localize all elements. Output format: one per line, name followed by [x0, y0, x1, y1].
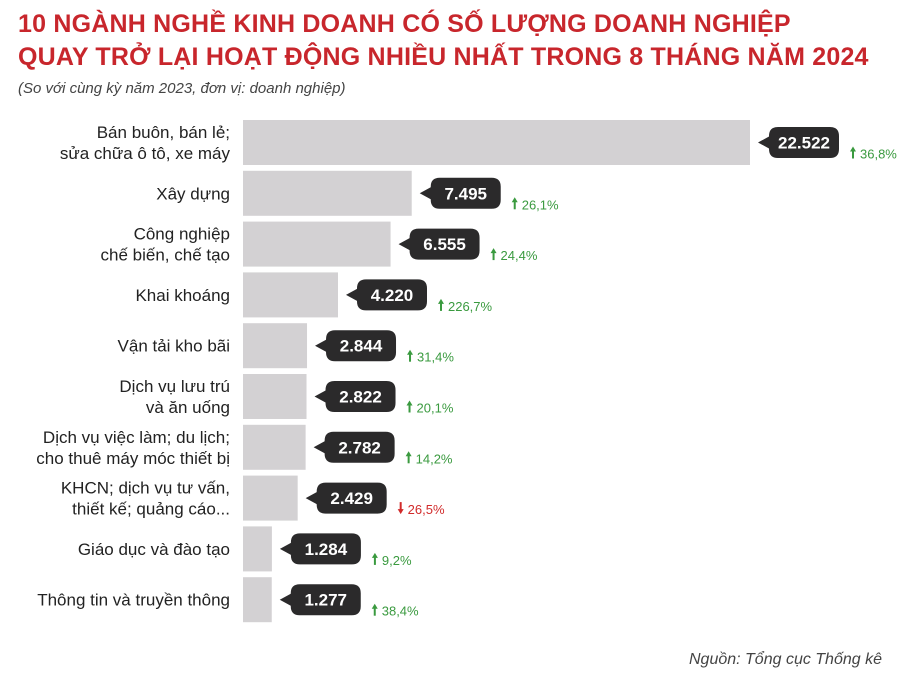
bar [243, 374, 307, 419]
category-label: Công nghiệp [134, 225, 230, 244]
value-label: 22.522 [778, 134, 830, 153]
value-label: 2.429 [330, 489, 373, 508]
arrow-up-icon-stem [439, 302, 442, 311]
value-label: 7.495 [444, 184, 487, 203]
bar [243, 323, 308, 369]
category-label: thiết kế; quảng cáo... [72, 500, 230, 519]
arrow-up-icon-stem [852, 150, 854, 159]
category-label: Giáo dục và đào tạo [78, 540, 230, 559]
arrow-up-icon [511, 197, 518, 203]
title-line-2: QUAY TRỞ LẠI HOẠT ĐỘNG NHIỀU NHẤT TRONG … [18, 43, 869, 71]
value-bubble [279, 584, 361, 616]
arrow-up-icon-stem [408, 404, 411, 413]
chart-title: 10 NGÀNH NGHỀ KINH DOANH CÓ SỐ LƯỢNG DOA… [18, 8, 888, 74]
change-label: 36,8% [860, 147, 897, 162]
arrow-up-icon-stem [407, 455, 410, 464]
category-label: Xây dựng [156, 184, 230, 203]
value-bubble [314, 381, 396, 412]
value-label: 6.555 [423, 235, 466, 254]
category-label: Dịch vụ việc làm; du lịch; [43, 428, 230, 447]
value-label: 4.220 [371, 286, 414, 305]
value-bubble [398, 228, 480, 260]
bar [243, 170, 412, 216]
value-bubble [419, 177, 501, 209]
category-label: Dịch vụ lưu trú [119, 377, 230, 396]
bar [243, 526, 272, 572]
arrow-up-icon-stem [409, 353, 412, 362]
category-label: KHCN; dịch vụ tư vấn, [61, 479, 230, 498]
value-label: 2.822 [339, 388, 382, 407]
arrow-up-icon [850, 146, 856, 152]
category-label: sửa chữa ô tô, xe máy [60, 144, 231, 163]
change-label: 24,4% [501, 248, 538, 263]
change-label: 14,2% [416, 451, 453, 466]
arrow-up-icon-stem [492, 252, 495, 261]
arrow-down-icon [397, 509, 404, 515]
category-label: Thông tin và truyền thông [37, 591, 230, 610]
category-label: cho thuê máy móc thiết bị [36, 449, 230, 468]
value-bubble [279, 533, 361, 565]
arrow-up-icon [405, 451, 412, 457]
value-bubble [315, 330, 397, 362]
arrow-up-icon [490, 248, 497, 254]
arrow-up-icon-stem [373, 556, 376, 565]
change-label: 9,2% [382, 553, 412, 568]
change-label: 26,5% [408, 502, 445, 517]
value-label: 1.284 [305, 540, 348, 559]
change-label: 226,7% [448, 299, 493, 314]
category-label: chế biến, chế tạo [101, 246, 230, 265]
value-label: 1.277 [304, 591, 347, 610]
bar [243, 272, 338, 318]
bar [243, 475, 298, 521]
arrow-down-icon-stem [399, 502, 402, 511]
chart-subtitle: (So với cùng kỳ năm 2023, đơn vị: doanh … [18, 80, 346, 97]
change-label: 38,4% [382, 604, 419, 619]
bar [243, 577, 272, 623]
category-label: Bán buôn, bán lẻ; [97, 123, 230, 142]
change-label: 31,4% [417, 350, 454, 365]
category-label: Khai khoáng [135, 286, 230, 305]
bar [243, 221, 391, 267]
arrow-up-icon-stem [373, 607, 376, 616]
change-label: 26,1% [522, 197, 559, 212]
value-bubble [305, 482, 387, 514]
arrow-up-icon-stem [513, 201, 516, 210]
arrow-up-icon [406, 400, 413, 406]
arrow-up-icon [437, 298, 444, 304]
arrow-up-icon [407, 349, 414, 355]
value-bubble [313, 431, 395, 463]
value-label: 2.782 [338, 438, 381, 457]
category-label: Vận tải kho bãi [118, 337, 230, 356]
arrow-up-icon [371, 552, 378, 558]
value-bubble [345, 279, 427, 311]
value-bubble [758, 127, 839, 158]
bar [243, 120, 750, 165]
arrow-up-icon [371, 603, 378, 609]
source-note: Nguồn: Tổng cục Thống kê [688, 651, 882, 668]
change-label: 20,1% [417, 401, 454, 416]
value-label: 2.844 [340, 337, 383, 356]
title-line-1: 10 NGÀNH NGHỀ KINH DOANH CÓ SỐ LƯỢNG DOA… [18, 10, 791, 38]
category-label: và ăn uống [146, 398, 230, 417]
bar [243, 424, 306, 470]
